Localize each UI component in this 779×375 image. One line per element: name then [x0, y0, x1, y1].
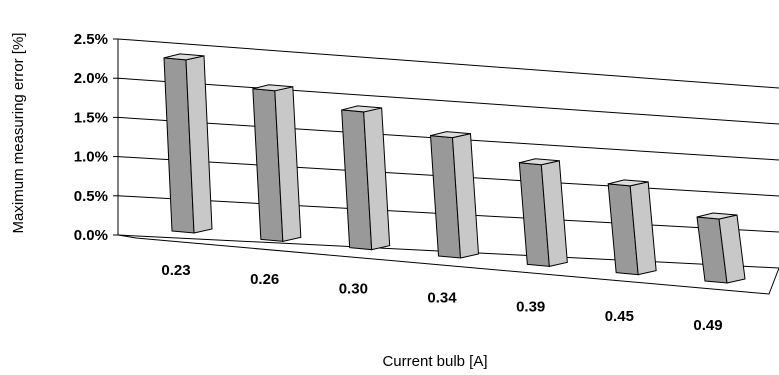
x-tick-labels: 0.23 0.26 0.30 0.34 0.39 0.45 0.49	[161, 262, 722, 334]
x-tick-label: 0.45	[605, 308, 634, 325]
y-tick-label: 2.5%	[74, 31, 108, 48]
bar	[163, 53, 213, 234]
x-tick-label: 0.30	[339, 280, 368, 297]
bar-top-face	[608, 179, 649, 187]
bar-top-face	[519, 158, 560, 166]
bar	[429, 131, 480, 259]
y-tick-label: 1.5%	[74, 109, 108, 126]
chart-bars	[163, 53, 746, 284]
bar	[518, 158, 568, 267]
gridline	[117, 38, 779, 89]
chart-walls	[113, 38, 779, 295]
bar-top-face	[696, 212, 738, 220]
chart-floor	[135, 237, 779, 295]
bar-top-face	[163, 53, 205, 61]
bar	[341, 105, 391, 251]
y-axis-title: Maximum measuring error [%]	[10, 33, 27, 234]
y-tick-label: 1.0%	[74, 149, 108, 166]
x-tick-label: 0.39	[516, 299, 545, 316]
bar	[252, 84, 302, 242]
x-axis-title: Current bulb [A]	[382, 353, 487, 370]
bar-top-face	[341, 105, 382, 113]
bar-top-face	[430, 131, 471, 139]
x-tick-label: 0.49	[693, 317, 722, 334]
x-tick-label: 0.26	[250, 271, 279, 288]
gridline	[117, 77, 779, 125]
y-tick-labels: 0.0% 0.5% 1.0% 1.5% 2.0% 2.5%	[74, 31, 108, 244]
bar-top-face	[252, 84, 293, 92]
y-tick-label: 0.5%	[74, 188, 108, 205]
x-tick-label: 0.34	[427, 290, 457, 307]
x-tick-label: 0.23	[161, 262, 190, 279]
bar	[607, 179, 657, 276]
bar	[696, 212, 746, 284]
y-tick-label: 0.0%	[74, 227, 108, 244]
left-wall	[117, 39, 137, 239]
y-tick-label: 2.0%	[74, 70, 108, 87]
